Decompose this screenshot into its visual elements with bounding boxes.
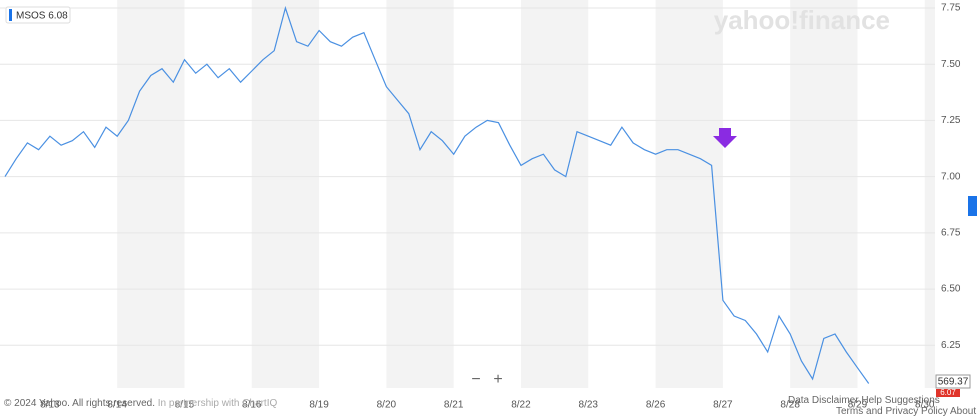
- day-band: [520, 0, 589, 388]
- x-tick-label: 8/15: [175, 400, 195, 411]
- legend-box: [5, 6, 71, 24]
- x-tick-label: 8/26: [646, 400, 666, 411]
- price-tag-box: [936, 389, 960, 397]
- price-line: [4, 5, 870, 384]
- y-tick-label: 7.00: [941, 171, 961, 182]
- y-tick-label: 6.25: [941, 340, 961, 351]
- y-tick-label: 6.50: [941, 284, 961, 295]
- x-tick-label: 8/28: [780, 400, 800, 411]
- legend-label: MSOS 6.08: [16, 10, 68, 21]
- x-tick-label: 8/27: [713, 400, 733, 411]
- copyright: © 2024 Yahoo. All rights reserved. In pa…: [4, 398, 277, 409]
- footer-link[interactable]: Help: [861, 395, 882, 406]
- x-tick-label: 8/23: [579, 400, 599, 411]
- x-tick-label: 8/22: [511, 400, 531, 411]
- legend-name: MSOS: [16, 10, 46, 21]
- footer-links-2: Terms and Privacy Policy About Our Ads: [836, 406, 977, 417]
- footer-link: and: [866, 406, 883, 417]
- price-tag: 6.07: [940, 388, 956, 397]
- x-tick-label: 8/21: [444, 400, 464, 411]
- volume-tag-box: [935, 374, 971, 389]
- zoom-out[interactable]: −: [471, 371, 480, 388]
- x-tick-label: 8/30: [915, 400, 935, 411]
- volume-tag: 569.37: [938, 377, 969, 388]
- footer-link[interactable]: Terms: [836, 406, 863, 417]
- watermark: yahoo!finance: [714, 5, 890, 35]
- partner-text: In partnership with ChartIQ: [158, 398, 278, 409]
- y-tick-label: 6.75: [941, 227, 961, 238]
- y-tick-label: 7.75: [941, 3, 961, 14]
- day-band: [924, 0, 935, 388]
- zoom-in[interactable]: +: [493, 371, 502, 388]
- legend-swatch: [9, 9, 12, 21]
- day-band: [790, 0, 858, 388]
- legend-price: 6.08: [48, 10, 68, 21]
- day-band: [251, 0, 320, 388]
- day-band: [655, 0, 723, 388]
- x-tick-label: 8/20: [377, 400, 397, 411]
- x-tick-label: 8/19: [309, 400, 329, 411]
- x-tick-label: 8/13: [40, 400, 60, 411]
- y-tick-label: 7.25: [941, 115, 961, 126]
- x-tick-label: 8/14: [107, 400, 127, 411]
- event-arrow: [713, 128, 737, 148]
- footer-link[interactable]: Suggestions: [885, 395, 940, 406]
- footer-link[interactable]: Data Disclaimer: [788, 395, 859, 406]
- footer-link[interactable]: About Our Ads: [950, 406, 977, 417]
- y-tick-label: 7.50: [941, 59, 961, 70]
- side-tab: [968, 196, 977, 216]
- day-band: [117, 0, 185, 388]
- day-band: [386, 0, 454, 388]
- x-tick-label: 8/16: [242, 400, 262, 411]
- x-tick-label: 8/29: [848, 400, 868, 411]
- footer-links: Data Disclaimer Help Suggestions: [788, 395, 940, 406]
- footer-link[interactable]: Privacy Policy: [885, 406, 947, 417]
- copyright-text: © 2024 Yahoo. All rights reserved.: [4, 398, 155, 409]
